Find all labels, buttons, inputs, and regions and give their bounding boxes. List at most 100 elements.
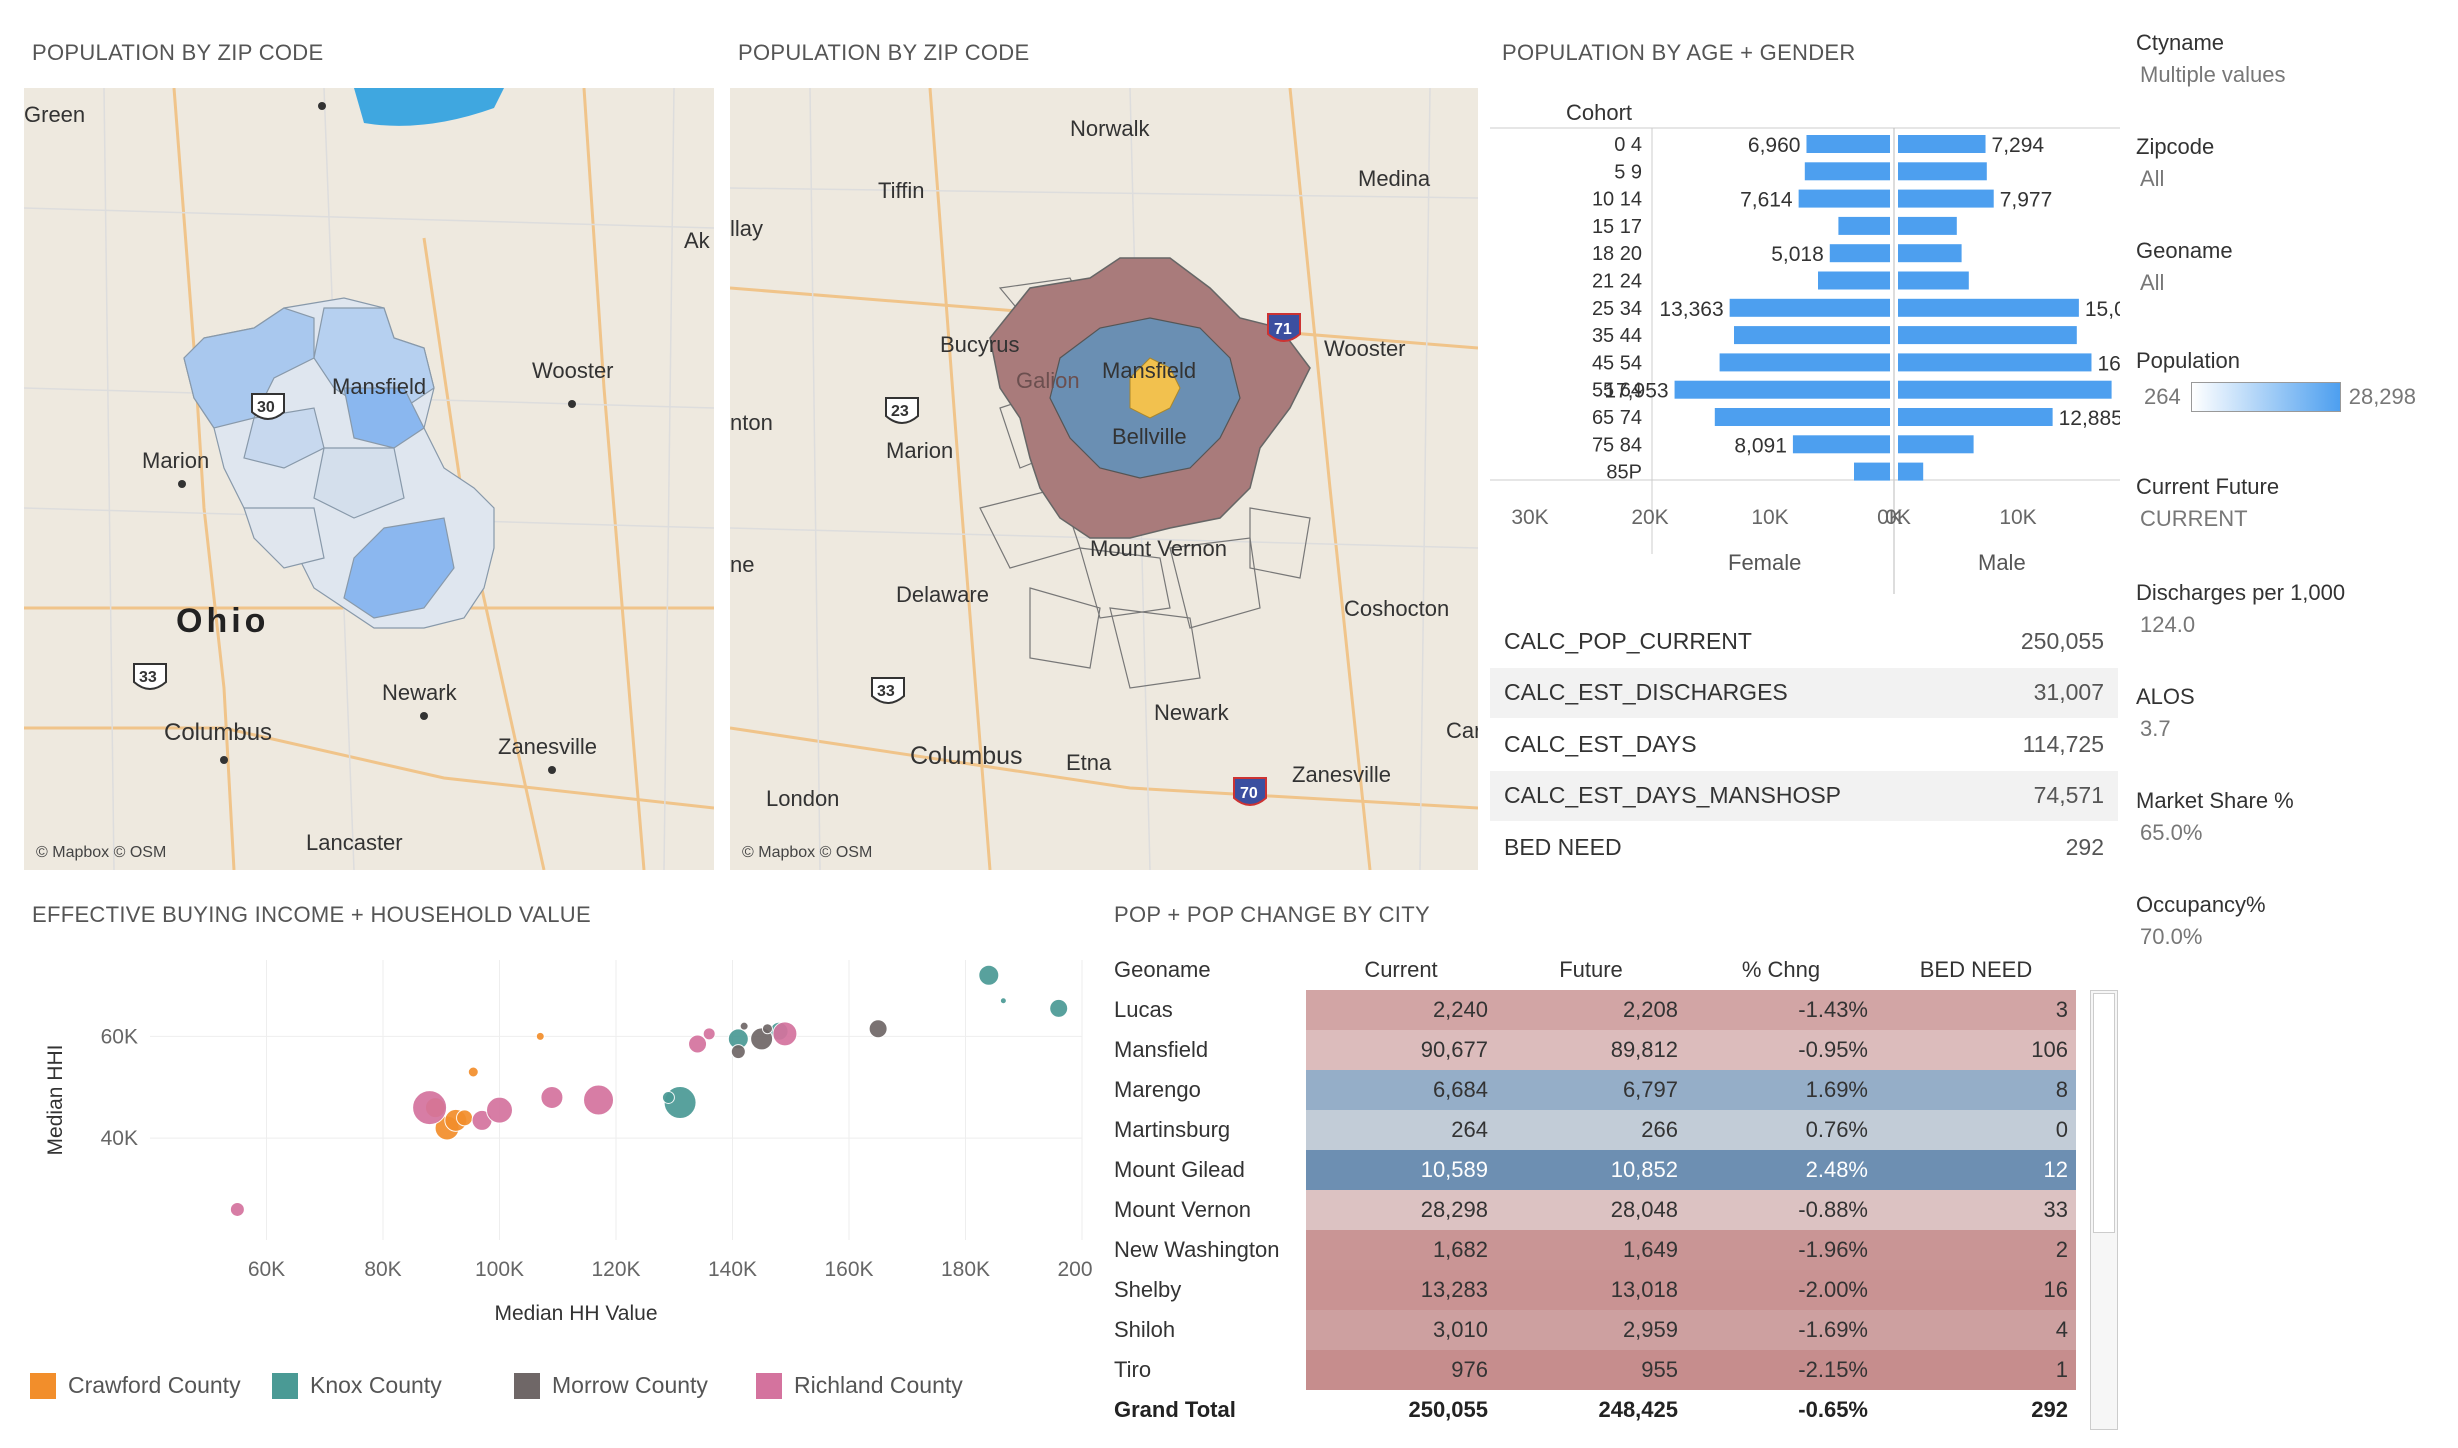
filter-value[interactable]: CURRENT bbox=[2140, 506, 2248, 531]
scatter-point[interactable] bbox=[467, 1066, 479, 1078]
map-label: Zanesville bbox=[498, 734, 597, 759]
scatter-point[interactable] bbox=[761, 1023, 773, 1035]
filter-zipcode[interactable]: Zipcode All bbox=[2136, 134, 2214, 192]
geoname-cell: Shelby bbox=[1106, 1270, 1306, 1310]
column-header[interactable]: Future bbox=[1559, 957, 1623, 982]
scatter-point[interactable] bbox=[739, 1021, 749, 1031]
legend-item[interactable]: Crawford County bbox=[30, 1372, 241, 1399]
female-bar[interactable] bbox=[1729, 298, 1890, 317]
scatter-point[interactable] bbox=[688, 1034, 708, 1054]
male-bar[interactable] bbox=[1898, 162, 1987, 181]
column-header[interactable]: % Chng bbox=[1741, 957, 1821, 982]
filter-geoname[interactable]: Geoname All bbox=[2136, 238, 2233, 296]
calc-key: CALC_EST_DISCHARGES bbox=[1504, 679, 1788, 705]
legend-swatch bbox=[272, 1372, 298, 1399]
zip-region-inner[interactable] bbox=[1129, 357, 1181, 419]
female-bar[interactable] bbox=[1674, 380, 1890, 399]
scatter-point[interactable] bbox=[978, 964, 1000, 986]
table-row[interactable]: Martinsburg 264 266 0.76% 0 bbox=[1106, 1110, 2076, 1150]
male-bar[interactable] bbox=[1898, 244, 1962, 263]
male-bar-label: 7,977 bbox=[2000, 189, 2053, 212]
male-bar[interactable] bbox=[1898, 216, 1957, 235]
filter-label: Population bbox=[2136, 348, 2240, 373]
table-row[interactable]: Tiro 976 955 -2.15% 1 bbox=[1106, 1350, 2076, 1390]
table-row[interactable]: Shelby 13,283 13,018 -2.00% 16 bbox=[1106, 1270, 2076, 1310]
column-header[interactable]: BED NEED bbox=[1919, 957, 2033, 982]
female-bar[interactable] bbox=[1818, 271, 1890, 290]
male-bar[interactable] bbox=[1898, 271, 1969, 290]
male-bar[interactable] bbox=[1898, 189, 1994, 208]
female-bar[interactable] bbox=[1804, 162, 1890, 181]
filter-value[interactable]: 70.0% bbox=[2140, 924, 2203, 949]
scatter-point[interactable] bbox=[661, 1090, 675, 1104]
scatter-point[interactable] bbox=[868, 1019, 888, 1039]
filter-value[interactable]: 3.7 bbox=[2140, 716, 2171, 741]
female-bar-label: 6,960 bbox=[1748, 134, 1801, 157]
table-row[interactable]: New Washington 1,682 1,649 -1.96% 2 bbox=[1106, 1230, 2076, 1270]
filter-value[interactable]: 65.0% bbox=[2140, 820, 2203, 845]
filter-value[interactable]: 124.0 bbox=[2140, 612, 2196, 637]
table-row[interactable]: Mansfield 90,677 89,812 -0.95% 106 bbox=[1106, 1030, 2076, 1070]
female-bar[interactable] bbox=[1838, 216, 1890, 235]
filter-ctyname[interactable]: Ctyname Multiple values bbox=[2136, 30, 2286, 88]
scatter-point[interactable] bbox=[456, 1109, 474, 1127]
table-scrollbar[interactable] bbox=[2090, 990, 2118, 1430]
female-bar[interactable] bbox=[1798, 189, 1890, 208]
filter-occupancy-[interactable]: Occupancy% 70.0% bbox=[2136, 892, 2266, 950]
scatter-point[interactable] bbox=[583, 1084, 615, 1116]
scatter-point[interactable] bbox=[1049, 998, 1069, 1018]
scatter-point[interactable] bbox=[999, 997, 1007, 1005]
scatter-point[interactable] bbox=[535, 1031, 545, 1041]
filter-alos[interactable]: ALOS 3.7 bbox=[2136, 684, 2195, 742]
filter-market-share-[interactable]: Market Share % 65.0% bbox=[2136, 788, 2294, 846]
female-bar[interactable] bbox=[1734, 326, 1890, 345]
filter-population[interactable]: Population 264 28,298 bbox=[2136, 348, 2416, 412]
current-cell: 3,010 bbox=[1306, 1310, 1496, 1350]
female-bar[interactable] bbox=[1719, 353, 1890, 372]
female-bar[interactable] bbox=[1806, 135, 1890, 153]
male-bar[interactable] bbox=[1898, 353, 2092, 372]
scatter-point[interactable] bbox=[486, 1096, 513, 1124]
filter-label: Zipcode bbox=[2136, 134, 2215, 159]
table-row[interactable]: Mount Vernon 28,298 28,048 -0.88% 33 bbox=[1106, 1190, 2076, 1230]
map-label: Marion bbox=[142, 448, 209, 473]
scatter-point[interactable] bbox=[772, 1021, 798, 1047]
table-row[interactable]: Shiloh 3,010 2,959 -1.69% 4 bbox=[1106, 1310, 2076, 1350]
zip-map-2[interactable]: Norwalk Tiffin llay Medina Bucyrus Galio… bbox=[730, 88, 1478, 870]
future-cell: 6,797 bbox=[1496, 1070, 1686, 1110]
zip-regions[interactable] bbox=[183, 297, 495, 629]
scatter-point[interactable] bbox=[730, 1044, 746, 1060]
male-bar[interactable] bbox=[1898, 380, 2112, 399]
legend-item[interactable]: Richland County bbox=[756, 1372, 963, 1399]
scatter-point[interactable] bbox=[540, 1085, 564, 1109]
filter-current-future[interactable]: Current Future CURRENT bbox=[2136, 474, 2279, 532]
male-bar[interactable] bbox=[1898, 135, 1986, 153]
male-bar[interactable] bbox=[1898, 462, 1924, 481]
column-header[interactable]: Current bbox=[1364, 957, 1438, 982]
map-label: Columbus bbox=[164, 719, 272, 746]
current-cell: 10,589 bbox=[1306, 1150, 1496, 1190]
table-row[interactable]: Lucas 2,240 2,208 -1.43% 3 bbox=[1106, 990, 2076, 1030]
zip-map-1[interactable]: Green Ak Mansfield Wooster Marion Ohio N… bbox=[24, 88, 714, 870]
filter-value[interactable]: All bbox=[2140, 166, 2165, 191]
scatter-point[interactable] bbox=[412, 1090, 448, 1126]
map-label: Medina bbox=[1358, 166, 1431, 191]
scatter-point[interactable] bbox=[702, 1027, 716, 1041]
female-bar[interactable] bbox=[1854, 462, 1890, 481]
legend-item[interactable]: Knox County bbox=[272, 1372, 442, 1399]
legend-item[interactable]: Morrow County bbox=[514, 1372, 708, 1399]
table-row[interactable]: Marengo 6,684 6,797 1.69% 8 bbox=[1106, 1070, 2076, 1110]
female-bar[interactable] bbox=[1829, 244, 1890, 263]
male-bar[interactable] bbox=[1898, 326, 2077, 345]
male-bar[interactable] bbox=[1898, 435, 1974, 454]
table-row[interactable]: Mount Gilead 10,589 10,852 2.48% 12 bbox=[1106, 1150, 2076, 1190]
male-bar[interactable] bbox=[1898, 408, 2053, 426]
scatter-point[interactable] bbox=[229, 1201, 245, 1217]
female-bar[interactable] bbox=[1714, 408, 1890, 426]
filter-value[interactable]: Multiple values bbox=[2140, 62, 2286, 87]
filter-discharges-per-1-000[interactable]: Discharges per 1,000 124.0 bbox=[2136, 580, 2345, 638]
male-bar[interactable] bbox=[1898, 298, 2079, 317]
column-header[interactable]: Geoname bbox=[1114, 957, 1211, 982]
female-bar[interactable] bbox=[1792, 435, 1890, 454]
filter-value[interactable]: All bbox=[2140, 270, 2165, 295]
